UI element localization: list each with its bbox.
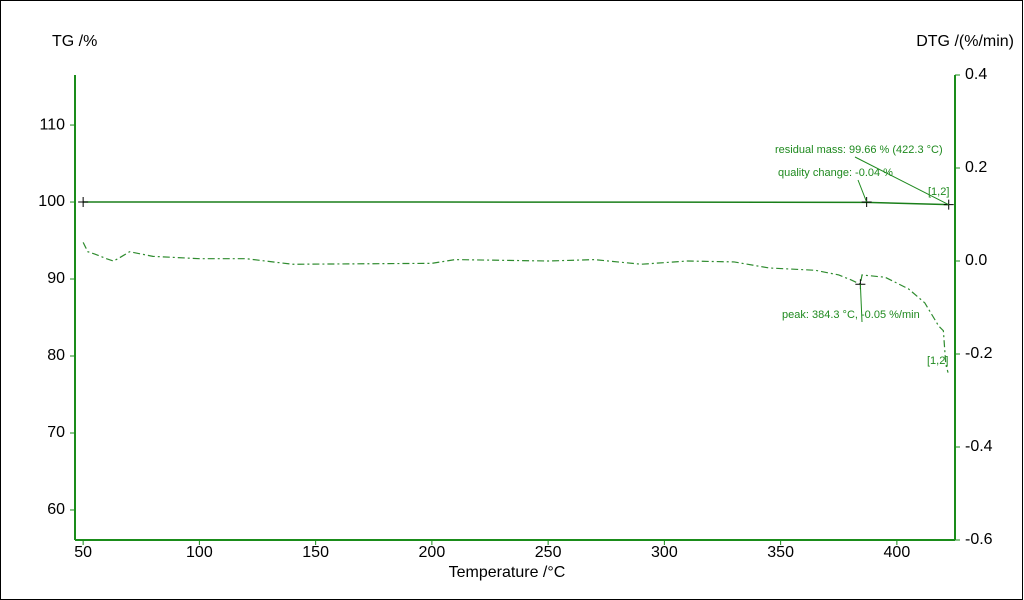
annotation: residual mass: 99.66 % (422.3 °C) [775, 144, 943, 156]
y2-axis-title: DTG /(%/min) [916, 33, 1014, 50]
x-tick-label: 300 [651, 544, 678, 561]
x-tick-label: 200 [419, 544, 446, 561]
annotation: [1,2] [928, 186, 949, 198]
y2-tick-label: -0.6 [965, 531, 993, 548]
leader-line [854, 156, 949, 206]
leader-line [859, 284, 863, 323]
x-tick-label: 50 [74, 544, 92, 561]
x-tick-label: 400 [884, 544, 911, 561]
y-axis-title: TG /% [52, 33, 97, 50]
data-line [82, 242, 949, 373]
y-tick-label: 100 [38, 193, 65, 210]
x-tick-label: 100 [186, 544, 213, 561]
annotation: quality change: -0.04 % [778, 167, 893, 179]
data-line [83, 201, 949, 206]
x-tick-label: 250 [535, 544, 562, 561]
y-tick-label: 110 [39, 116, 65, 133]
x-tick-label: 350 [767, 544, 794, 561]
marker [943, 199, 954, 210]
x-axis-title: Temperature /°C [449, 564, 566, 581]
y2-tick-label: 0.2 [965, 159, 987, 176]
y-tick-label: 90 [47, 270, 65, 287]
y2-tick-label: 0.4 [965, 66, 987, 83]
y-tick-label: 80 [47, 347, 65, 364]
y2-tick-label: 0.0 [965, 252, 987, 269]
annotation: peak: 384.3 °C, -0.05 %/min [782, 309, 920, 321]
y-tick-label: 70 [47, 424, 65, 441]
y-tick-label: 60 [47, 501, 65, 518]
y2-tick-label: -0.2 [965, 345, 993, 362]
y2-tick-label: -0.4 [965, 438, 993, 455]
x-tick-label: 150 [302, 544, 329, 561]
leader-line [857, 179, 868, 203]
annotation: [1,2] [927, 355, 948, 367]
marker [78, 197, 89, 208]
